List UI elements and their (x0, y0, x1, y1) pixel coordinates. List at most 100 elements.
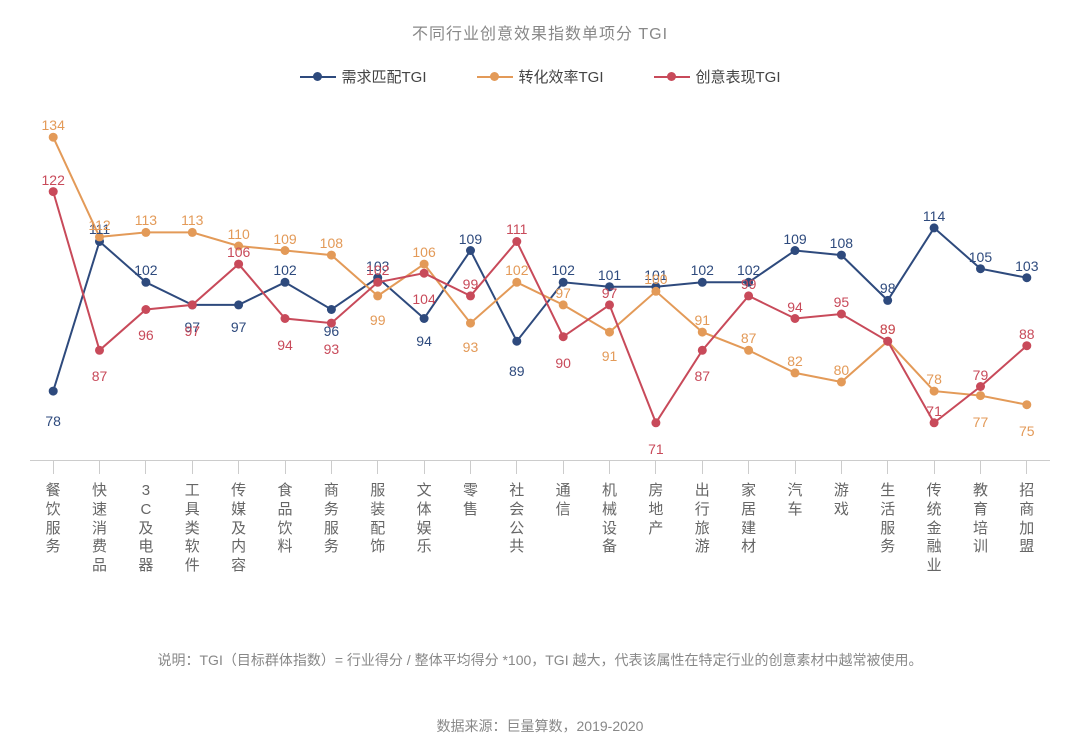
x-axis-label: 生活服务 (880, 482, 896, 557)
series-marker (466, 291, 475, 300)
series-marker (744, 291, 753, 300)
value-label: 97 (602, 285, 618, 301)
value-label: 100 (644, 271, 667, 287)
series-marker (883, 296, 892, 305)
x-tick (53, 460, 54, 474)
x-axis-baseline (30, 460, 1050, 461)
series-marker (420, 314, 429, 323)
x-axis-label: 机械设备 (602, 482, 618, 557)
value-label: 106 (227, 244, 250, 260)
x-axis-label: 教育培训 (972, 482, 988, 557)
legend-swatch (477, 76, 513, 78)
value-label: 109 (783, 231, 806, 247)
value-label: 109 (273, 231, 296, 247)
x-axis-label: 快速消费品 (92, 482, 108, 576)
series-marker (976, 264, 985, 273)
series-marker (420, 269, 429, 278)
value-label: 134 (41, 117, 64, 133)
chart-footnote-source: 数据来源：巨量算数，2019-2020 (0, 716, 1080, 736)
value-label: 77 (973, 414, 989, 430)
x-axis-label: 汽车 (787, 482, 803, 520)
value-label: 112 (88, 217, 110, 233)
x-axis-label: 传媒及内容 (231, 482, 247, 576)
value-label: 87 (694, 368, 710, 384)
series-marker (281, 278, 290, 287)
value-label: 122 (41, 172, 64, 188)
value-label: 114 (923, 208, 945, 224)
x-tick (748, 460, 749, 474)
value-label: 106 (412, 244, 435, 260)
series-marker (512, 337, 521, 346)
series-marker (651, 418, 660, 427)
series-marker (188, 300, 197, 309)
x-tick (377, 460, 378, 474)
series-marker (791, 368, 800, 377)
value-label: 102 (505, 262, 528, 278)
series-marker (837, 378, 846, 387)
value-label: 113 (181, 212, 203, 228)
value-label: 93 (324, 341, 340, 357)
series-marker (605, 300, 614, 309)
legend-item: 转化效率TGI (477, 66, 604, 87)
series-marker (234, 300, 243, 309)
series-marker (512, 237, 521, 246)
value-label: 99 (741, 276, 757, 292)
x-tick (1026, 460, 1027, 474)
value-label: 89 (509, 363, 525, 379)
legend-item: 创意表现TGI (654, 66, 781, 87)
value-label: 99 (463, 276, 479, 292)
x-tick (238, 460, 239, 474)
value-label: 89 (880, 321, 896, 337)
series-marker (95, 346, 104, 355)
chart-plot-area: 7811110297971029610394109891021011011021… (30, 110, 1050, 450)
series-marker (837, 310, 846, 319)
chart-footnote-explanation: 说明：TGI（目标群体指数）= 行业得分 / 整体平均得分 *100，TGI 越… (0, 650, 1080, 670)
x-tick (285, 460, 286, 474)
value-label: 94 (416, 333, 432, 349)
series-marker (1022, 341, 1031, 350)
value-label: 99 (370, 312, 386, 328)
x-tick (192, 460, 193, 474)
x-axis-label: 传统金融业 (926, 482, 942, 576)
value-label: 94 (787, 299, 803, 315)
legend-label: 转化效率TGI (519, 66, 604, 87)
series-marker (930, 387, 939, 396)
value-label: 103 (1015, 258, 1038, 274)
value-label: 102 (273, 262, 296, 278)
chart-legend: 需求匹配TGI转化效率TGI创意表现TGI (0, 66, 1080, 87)
value-label: 90 (555, 355, 571, 371)
series-marker (930, 418, 939, 427)
x-tick (934, 460, 935, 474)
value-label: 78 (45, 413, 61, 429)
value-label: 108 (830, 235, 853, 251)
series-marker (420, 260, 429, 269)
value-label: 79 (973, 367, 989, 383)
series-marker (559, 300, 568, 309)
x-tick (99, 460, 100, 474)
value-label: 109 (459, 231, 482, 247)
series-marker (605, 328, 614, 337)
value-label: 104 (412, 291, 435, 307)
x-axis-label: 服装配饰 (370, 482, 386, 557)
series-marker (188, 228, 197, 237)
value-label: 82 (787, 353, 803, 369)
x-axis-label: 游戏 (833, 482, 849, 520)
value-label: 96 (324, 323, 340, 339)
x-axis-label: 通信 (555, 482, 571, 520)
chart-lines-svg (30, 110, 1050, 450)
value-label: 113 (135, 212, 157, 228)
value-label: 91 (694, 312, 710, 328)
value-label: 95 (834, 294, 850, 310)
value-label: 110 (227, 226, 249, 242)
series-marker (281, 314, 290, 323)
x-tick (563, 460, 564, 474)
value-label: 78 (926, 371, 942, 387)
x-tick (516, 460, 517, 474)
value-label: 87 (741, 330, 757, 346)
value-label: 87 (92, 368, 108, 384)
series-marker (373, 291, 382, 300)
value-label: 80 (834, 362, 850, 378)
series-marker (698, 278, 707, 287)
x-axis-label: 餐饮服务 (45, 482, 61, 557)
legend-swatch (300, 76, 336, 78)
